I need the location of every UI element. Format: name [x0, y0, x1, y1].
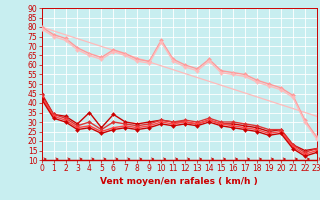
- X-axis label: Vent moyen/en rafales ( km/h ): Vent moyen/en rafales ( km/h ): [100, 177, 258, 186]
